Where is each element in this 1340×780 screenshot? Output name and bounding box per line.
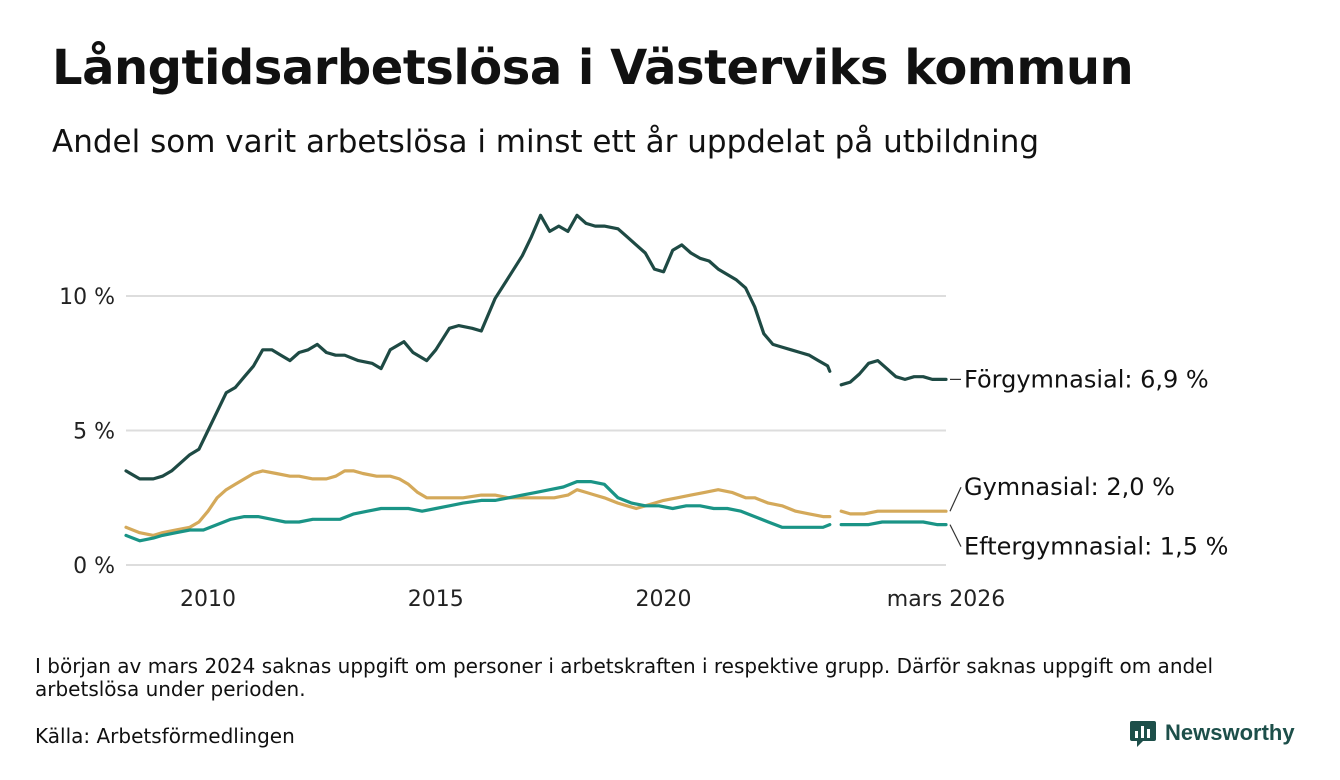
series-line-förgymnasial-2 (839, 359, 948, 387)
end-label-eftergymnasial: Eftergymnasial: 1,5 % (964, 533, 1228, 561)
series-line-eftergymnasial-2 (839, 520, 948, 527)
end-label-förgymnasial: Förgymnasial: 6,9 % (964, 365, 1209, 393)
series-line-förgymnasial-1 (124, 213, 832, 481)
series-end-labels: Förgymnasial: 6,9 % Gymnasial: 2,0 % Efter… (949, 365, 1228, 561)
label-leader-line (949, 486, 962, 512)
x-tick-label: mars 2026 (887, 587, 1005, 612)
y-tick-label: 10 % (59, 285, 115, 310)
y-tick-label: 0 % (73, 554, 115, 579)
end-label-gymnasial: Gymnasial: 2,0 % (964, 473, 1175, 501)
source-credit: Källa: Arbetsförmedlingen (35, 724, 295, 748)
brand-name: Newsworthy (1165, 720, 1295, 745)
line-chart: 0 % 5 % 10 % 2010 2015 2020 mars 2026 Förgymn… (59, 213, 1228, 612)
series-line-eftergymnasial-1 (124, 480, 832, 543)
y-tick-label: 5 % (73, 420, 115, 445)
bar-chart-logo-icon (1130, 721, 1156, 747)
series-lines (124, 213, 948, 543)
label-leader-line (949, 524, 962, 547)
gridlines (126, 295, 946, 566)
y-axis-ticks: 0 % 5 % 10 % (59, 285, 115, 579)
newsworthy-brand[interactable]: Newsworthy (1129, 718, 1295, 748)
footnote: I början av mars 2024 saknas uppgift om … (35, 654, 1214, 701)
x-axis-ticks: 2010 2015 2020 mars 2026 (180, 587, 1005, 612)
series-line-gymnasial-1 (124, 469, 832, 537)
chart-subtitle: Andel som varit arbetslösa i minst ett å… (52, 124, 1040, 160)
x-tick-label: 2015 (408, 587, 464, 612)
x-tick-label: 2020 (636, 587, 692, 612)
series-line-gymnasial-2 (839, 509, 948, 516)
x-tick-label: 2010 (180, 587, 236, 612)
chart-title: Långtidsarbetslösa i Västerviks kommun (52, 40, 1134, 96)
